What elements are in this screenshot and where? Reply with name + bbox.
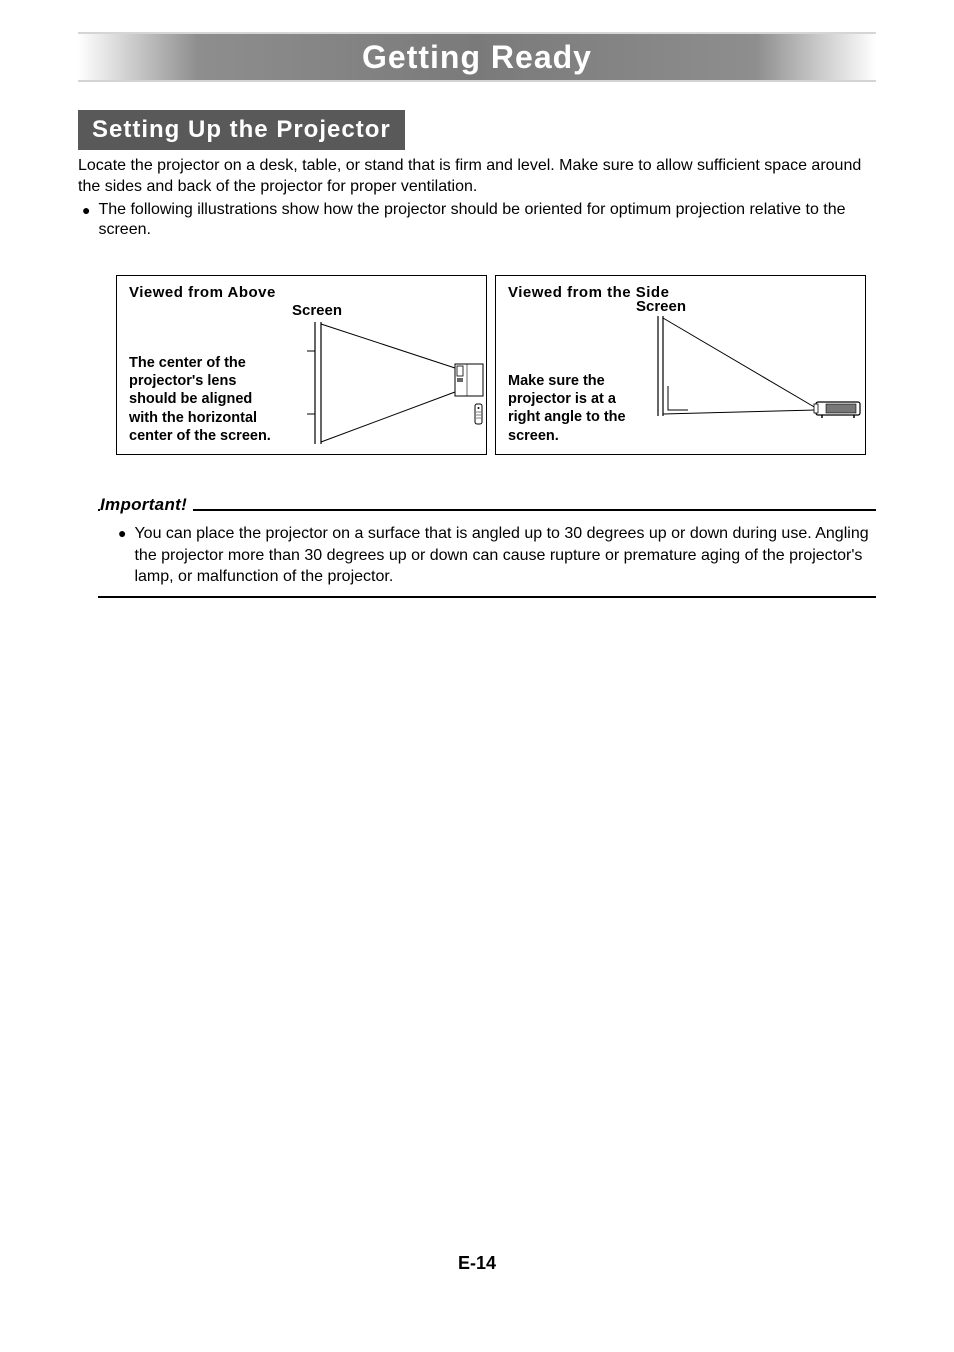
diagram-above-svg (257, 316, 487, 451)
chapter-title-bar: Getting Ready (78, 32, 876, 82)
diagram-side-caption: Make sure the projector is at a right an… (508, 372, 648, 445)
diagram-row: Viewed from Above Screen The center of t… (116, 275, 866, 455)
important-label: Important! (100, 495, 193, 515)
intro-bullet: ● The following illustrations show how t… (78, 200, 876, 242)
bullet-icon: ● (118, 523, 126, 588)
intro-paragraph: Locate the projector on a desk, table, o… (78, 156, 876, 198)
important-block: Important! ● You can place the projector… (98, 495, 876, 598)
important-text: You can place the projector on a surface… (134, 523, 870, 588)
diagram-side: Viewed from the Side Screen Make sure th… (495, 275, 866, 455)
chapter-title: Getting Ready (362, 39, 592, 76)
page-number: E-14 (0, 1253, 954, 1274)
diagram-above-title: Viewed from Above (129, 284, 474, 301)
intro-bullet-text: The following illustrations show how the… (98, 200, 876, 242)
section-title: Setting Up the Projector (78, 110, 405, 150)
important-header: Important! (98, 495, 876, 515)
diagram-side-svg (636, 310, 866, 450)
important-rule-top (98, 509, 876, 511)
diagram-above-caption: The center of the projector's lens shoul… (129, 354, 274, 445)
bullet-icon: ● (82, 200, 90, 242)
diagram-above: Viewed from Above Screen The center of t… (116, 275, 487, 455)
important-bullet: ● You can place the projector on a surfa… (98, 523, 876, 598)
